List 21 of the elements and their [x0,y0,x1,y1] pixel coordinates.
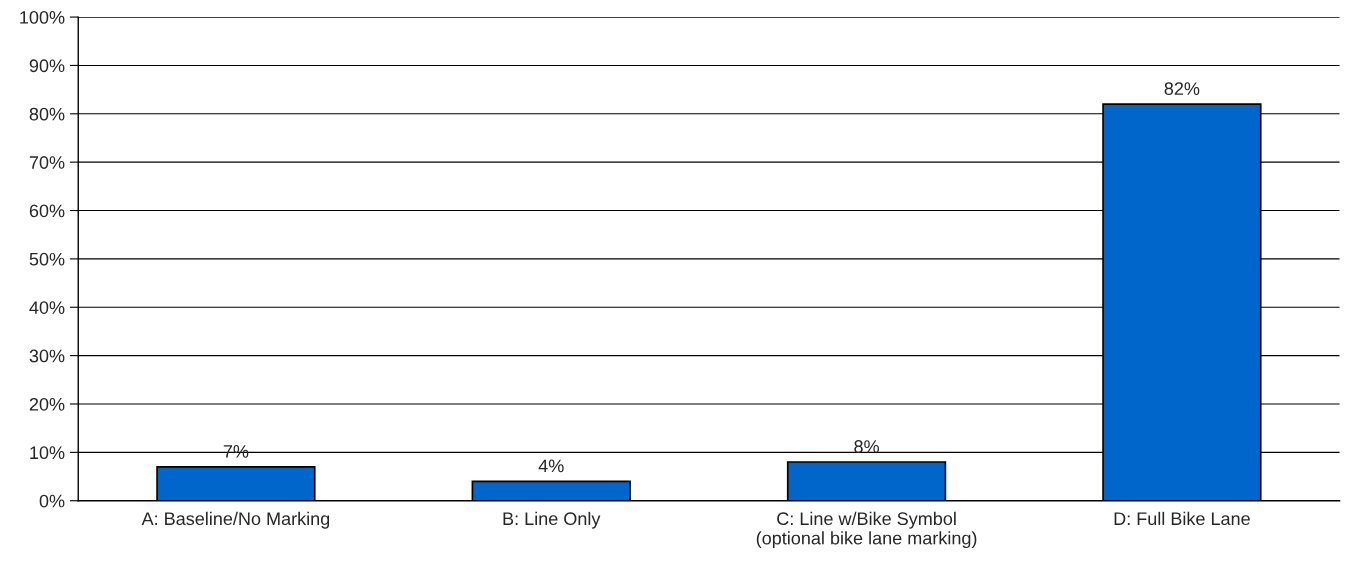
y-tick-label: 0% [39,494,65,508]
y-tick-label: 20% [29,397,65,411]
y-tick-label: 60% [29,204,65,218]
y-tick-label: 30% [29,349,65,363]
y-tick-label: 100% [20,11,65,24]
bar [156,466,316,501]
data-label: 8% [854,440,879,453]
bar [786,461,947,501]
y-tick-label: 70% [29,156,65,169]
data-label: 4% [538,459,564,473]
y-tick-label: 50% [29,252,65,266]
y-tick-label: 10% [30,446,65,460]
bar [471,480,631,501]
x-tick-label: B: Line Only [503,511,601,529]
y-tick-label: 40% [29,301,65,314]
y-tick-label: 90% [29,59,65,73]
y-tick-label: 80% [29,107,65,121]
x-tick-label: A: Baseline/No Marking [141,511,330,529]
x-tick-label: D: Full Bike Lane [1114,511,1250,526]
data-label: 82% [1164,82,1200,95]
x-tick-label: C: Line w/Bike Symbol (optional bike lane marking) [756,511,977,549]
